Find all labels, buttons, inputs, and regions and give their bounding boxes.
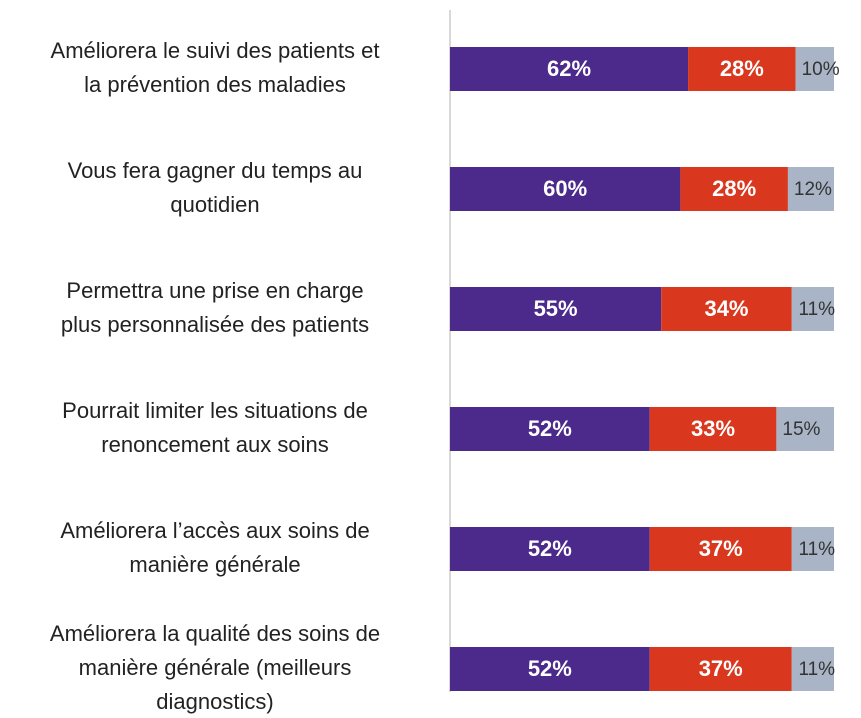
- bar-segment: [450, 167, 681, 211]
- value-label: 10%: [802, 59, 840, 80]
- value-label: 60%: [543, 176, 587, 201]
- bar-segment: [688, 47, 796, 91]
- bar-segment: [791, 287, 834, 331]
- bar-segment: [450, 47, 689, 91]
- category-label: la prévention des maladies: [84, 72, 346, 97]
- value-label: 52%: [528, 656, 572, 681]
- bar-segment: [791, 527, 834, 571]
- value-label: 28%: [720, 56, 764, 81]
- value-label: 55%: [534, 296, 578, 321]
- value-label: 15%: [782, 419, 820, 440]
- value-label: 52%: [528, 416, 572, 441]
- bar-segment: [649, 647, 792, 691]
- value-label: 28%: [712, 176, 756, 201]
- bar-segment: [450, 407, 650, 451]
- bar-segment: [450, 527, 650, 571]
- category-label: diagnostics): [156, 689, 273, 714]
- bar-segment: [450, 647, 650, 691]
- category-label: renoncement aux soins: [101, 432, 328, 457]
- bar-segment: [776, 407, 834, 451]
- bar-segment: [450, 287, 662, 331]
- category-label: Vous fera gagner du temps au: [68, 158, 363, 183]
- category-label: plus personnalisée des patients: [61, 312, 369, 337]
- bar-segment: [649, 407, 777, 451]
- value-label: 37%: [699, 656, 743, 681]
- category-label: manière générale (meilleurs: [79, 655, 352, 680]
- category-label: Permettra une prise en charge: [66, 278, 363, 303]
- bar-segment: [661, 287, 792, 331]
- category-label: manière générale: [129, 552, 300, 577]
- value-label: 11%: [798, 539, 835, 560]
- bar-segment: [649, 527, 792, 571]
- value-label: 33%: [691, 416, 735, 441]
- value-label: 52%: [528, 536, 572, 561]
- value-label: 34%: [704, 296, 748, 321]
- value-label: 11%: [798, 299, 835, 320]
- value-label: 11%: [798, 659, 835, 680]
- bar-segment: [791, 647, 834, 691]
- bar-segment: [680, 167, 788, 211]
- value-label: 12%: [794, 179, 832, 200]
- category-label: Améliorera l’accès aux soins de: [60, 518, 369, 543]
- bar-segment: [795, 47, 834, 91]
- category-label: quotidien: [170, 192, 259, 217]
- value-label: 37%: [699, 536, 743, 561]
- category-label: Pourrait limiter les situations de: [62, 398, 368, 423]
- value-label: 62%: [547, 56, 591, 81]
- category-label: Améliorera la qualité des soins de: [50, 621, 380, 646]
- bar-segment: [787, 167, 834, 211]
- category-label: Améliorera le suivi des patients et: [51, 38, 380, 63]
